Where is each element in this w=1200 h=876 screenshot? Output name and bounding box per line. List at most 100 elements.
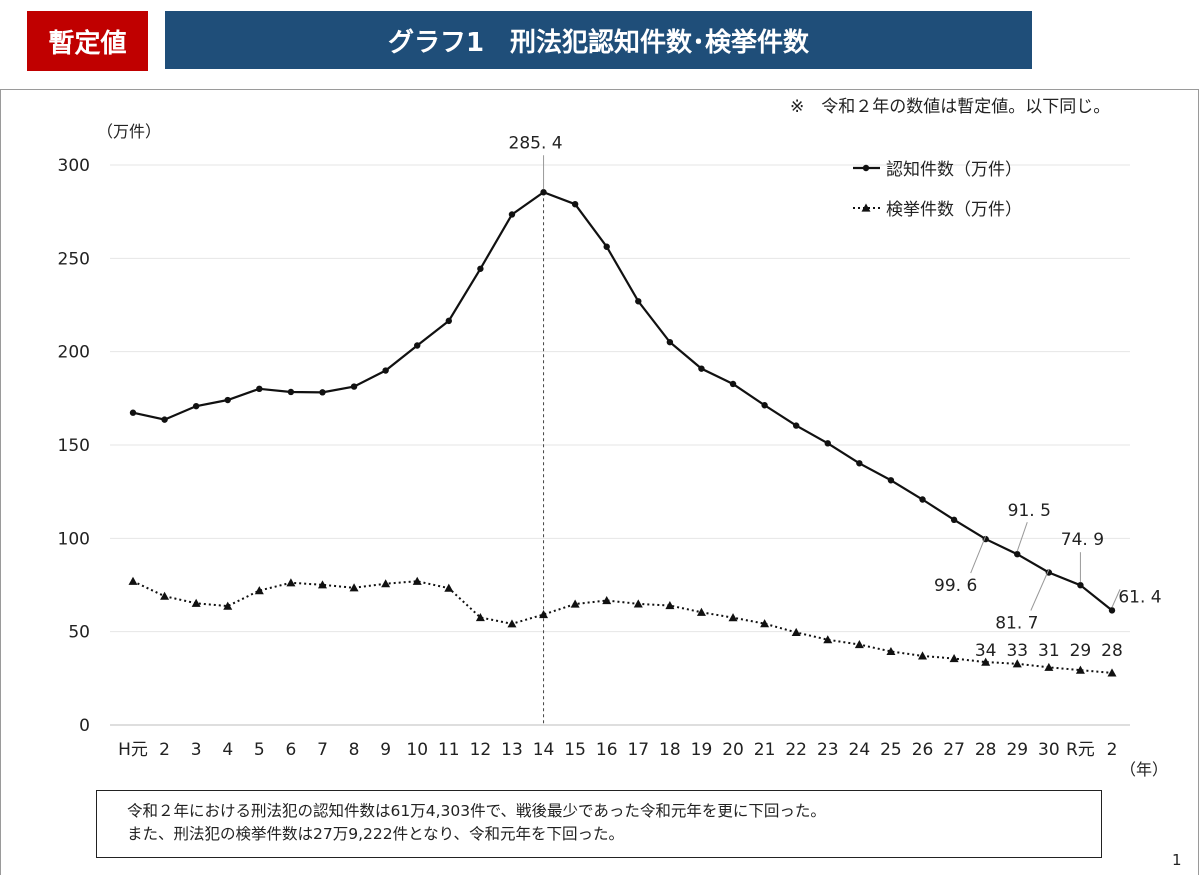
- data-point-cleared: [886, 646, 896, 656]
- data-point-cleared: [1044, 662, 1054, 671]
- x-tick-label: 23: [817, 740, 839, 760]
- data-point-recognized: [571, 201, 579, 208]
- data-point-recognized: [319, 389, 326, 396]
- chart-title: グラフ1 刑法犯認知件数･検挙件数: [165, 11, 1032, 69]
- data-point-cleared: [696, 607, 706, 616]
- data-point-recognized: [1108, 607, 1116, 614]
- y-tick-label: 300: [58, 156, 90, 176]
- x-tick-label: 15: [564, 740, 586, 760]
- x-tick-label: 29: [1006, 740, 1028, 760]
- data-label-leader: [1111, 589, 1121, 608]
- y-tick-label: 250: [58, 249, 90, 269]
- data-point-recognized: [256, 385, 263, 393]
- x-tick-label: 2: [159, 740, 170, 760]
- data-label-recognized: 74. 9: [1061, 530, 1104, 550]
- x-tick-label: 13: [501, 740, 523, 760]
- x-tick-label: 14: [533, 740, 555, 760]
- data-point-cleared: [317, 580, 327, 589]
- data-label-leader: [1016, 522, 1028, 552]
- x-tick-label: 22: [785, 740, 807, 760]
- data-point-cleared: [602, 595, 612, 605]
- data-point-cleared: [633, 599, 643, 608]
- data-point-recognized: [350, 383, 358, 390]
- data-label-recognized: 81. 7: [995, 613, 1038, 633]
- data-point-recognized: [887, 477, 895, 484]
- x-tick-label: 9: [380, 740, 391, 760]
- data-point-cleared: [949, 654, 959, 663]
- x-axis-unit: （年）: [1120, 760, 1168, 779]
- x-tick-label: 26: [912, 740, 934, 760]
- data-point-recognized: [508, 211, 516, 218]
- data-point-recognized: [856, 460, 863, 467]
- data-point-recognized: [950, 516, 958, 524]
- data-point-cleared: [665, 601, 675, 610]
- data-point-recognized: [161, 416, 168, 423]
- data-point-cleared: [760, 619, 770, 628]
- x-tick-label: 24: [849, 740, 871, 760]
- data-point-recognized: [1077, 581, 1084, 589]
- data-point-cleared: [791, 627, 801, 637]
- x-tick-label: 7: [317, 740, 328, 760]
- data-label-recognized: 61. 4: [1118, 587, 1161, 607]
- data-point-cleared: [349, 583, 359, 592]
- data-point-recognized: [729, 380, 737, 388]
- y-tick-label: 100: [58, 529, 90, 549]
- data-point-recognized: [919, 496, 926, 503]
- data-point-cleared: [854, 640, 864, 649]
- data-point-recognized: [445, 317, 453, 325]
- x-tick-label: 16: [596, 740, 618, 760]
- data-point-cleared: [539, 609, 549, 619]
- data-point-cleared: [412, 576, 422, 585]
- x-tick-label: 28: [975, 740, 997, 760]
- data-label-leader: [970, 535, 987, 574]
- data-point-cleared: [507, 619, 517, 628]
- x-tick-label: 4: [222, 740, 233, 760]
- data-label-cleared: 34: [975, 641, 997, 661]
- data-point-cleared: [1107, 668, 1117, 677]
- data-label-leader: [1030, 569, 1050, 611]
- summary-line-1: 令和２年における刑法犯の認知件数は61万4,303件で、戦後最少であった令和元年…: [127, 802, 826, 820]
- data-point-cleared: [381, 579, 391, 588]
- data-point-cleared: [570, 599, 580, 608]
- x-tick-label: 19: [691, 740, 713, 760]
- x-tick-label: 6: [285, 740, 296, 760]
- data-point-cleared: [981, 657, 991, 666]
- x-tick-label: 21: [754, 740, 776, 760]
- data-point-cleared: [254, 586, 264, 595]
- data-point-cleared: [823, 635, 833, 644]
- x-tick-label: 8: [349, 740, 360, 760]
- y-tick-label: 200: [58, 343, 90, 363]
- summary-box: 令和２年における刑法犯の認知件数は61万4,303件で、戦後最少であった令和元年…: [96, 790, 1102, 858]
- page-border: [0, 89, 1199, 875]
- data-label-cleared: 31: [1038, 641, 1060, 661]
- x-tick-label: 2: [1107, 740, 1118, 760]
- data-point-cleared: [475, 612, 485, 622]
- legend-marker-cleared: [861, 203, 871, 212]
- data-point-cleared: [728, 613, 738, 622]
- data-point-recognized: [287, 388, 295, 396]
- data-label-recognized: 91. 5: [1008, 501, 1051, 521]
- summary-line-2: また、刑法犯の検挙件数は27万9,222件となり、令和元年を下回った。: [127, 825, 625, 843]
- data-point-cleared: [223, 601, 233, 610]
- data-point-recognized: [192, 402, 200, 410]
- x-tick-label: H元: [118, 740, 148, 760]
- data-point-recognized: [1014, 551, 1021, 558]
- x-tick-label: 3: [191, 740, 202, 760]
- data-point-recognized: [414, 342, 421, 349]
- x-tick-label: 20: [722, 740, 744, 760]
- y-axis-unit: （万件）: [97, 122, 161, 141]
- x-tick-label: R元: [1066, 740, 1095, 760]
- data-label-cleared: 33: [1006, 641, 1028, 661]
- data-point-recognized: [603, 243, 610, 250]
- data-label-recognized: 285. 4: [509, 133, 563, 153]
- x-tick-label: 27: [943, 740, 965, 760]
- y-tick-label: 50: [68, 623, 90, 643]
- data-point-recognized: [635, 298, 642, 305]
- data-point-recognized: [824, 440, 831, 447]
- x-tick-label: 17: [627, 740, 649, 760]
- data-point-cleared: [918, 651, 928, 660]
- data-point-cleared: [286, 578, 296, 587]
- data-point-cleared: [444, 583, 454, 592]
- data-point-recognized: [382, 367, 389, 374]
- data-point-cleared: [128, 576, 138, 585]
